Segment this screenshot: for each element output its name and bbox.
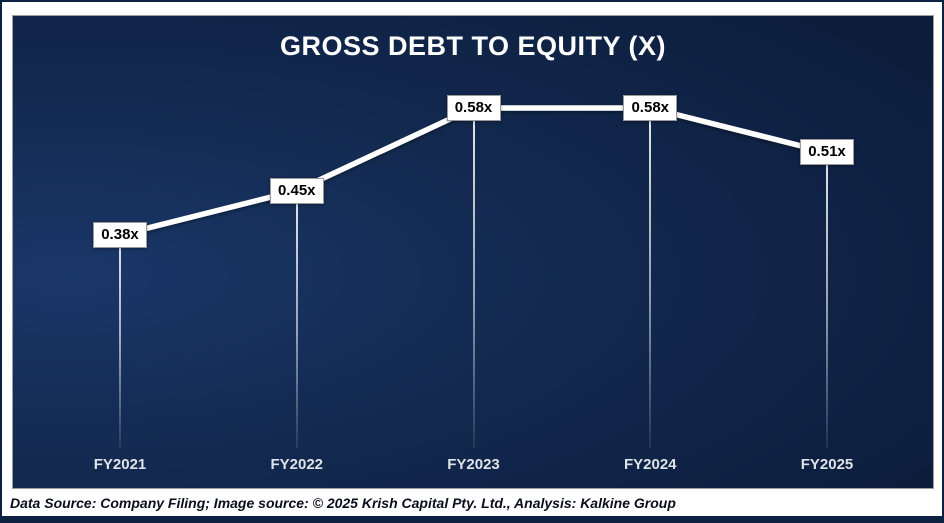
chart-title: GROSS DEBT TO EQUITY (X) (279, 31, 667, 61)
data-point-label: 0.51x (800, 139, 854, 166)
source-attribution: Data Source: Company Filing; Image sourc… (2, 489, 942, 518)
drop-line (472, 108, 475, 448)
drop-line (119, 235, 121, 448)
data-point-label: 0.58x (446, 95, 501, 121)
drop-line (649, 108, 652, 448)
bottom-accent-bar (2, 516, 942, 521)
drop-line (295, 190, 298, 448)
x-axis-label: FY2024 (623, 456, 677, 473)
data-point-label: 0.58x (623, 95, 678, 121)
chart-panel: GROSS DEBT TO EQUITY (X) 0.38x 0.45x 0.58x… (12, 15, 934, 489)
x-axis-label: FY2022 (270, 456, 324, 473)
data-point-label: 0.45x (269, 177, 324, 204)
x-axis-label: FY2023 (447, 456, 500, 473)
data-point-label: 0.38x (93, 222, 147, 248)
x-axis-label: FY2025 (800, 456, 854, 473)
drop-line (826, 152, 828, 448)
x-axis-label: FY2021 (93, 456, 147, 473)
